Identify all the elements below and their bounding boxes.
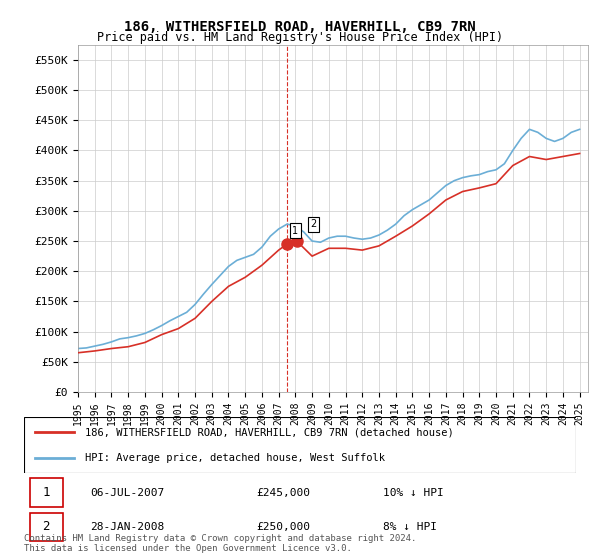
Text: 186, WITHERSFIELD ROAD, HAVERHILL, CB9 7RN: 186, WITHERSFIELD ROAD, HAVERHILL, CB9 7… [124,20,476,34]
Text: 28-JAN-2008: 28-JAN-2008 [90,522,164,532]
Text: Contains HM Land Registry data © Crown copyright and database right 2024.
This d: Contains HM Land Registry data © Crown c… [24,534,416,553]
Text: £245,000: £245,000 [256,488,310,498]
Text: Price paid vs. HM Land Registry's House Price Index (HPI): Price paid vs. HM Land Registry's House … [97,31,503,44]
Text: 186, WITHERSFIELD ROAD, HAVERHILL, CB9 7RN (detached house): 186, WITHERSFIELD ROAD, HAVERHILL, CB9 7… [85,427,454,437]
Text: 2: 2 [43,520,50,533]
Text: 10% ↓ HPI: 10% ↓ HPI [383,488,443,498]
Text: HPI: Average price, detached house, West Suffolk: HPI: Average price, detached house, West… [85,453,385,463]
Text: 1: 1 [43,486,50,500]
Text: £250,000: £250,000 [256,522,310,532]
Text: 06-JUL-2007: 06-JUL-2007 [90,488,164,498]
Text: 1: 1 [292,226,298,236]
Text: 2: 2 [310,219,317,229]
Text: 8% ↓ HPI: 8% ↓ HPI [383,522,437,532]
